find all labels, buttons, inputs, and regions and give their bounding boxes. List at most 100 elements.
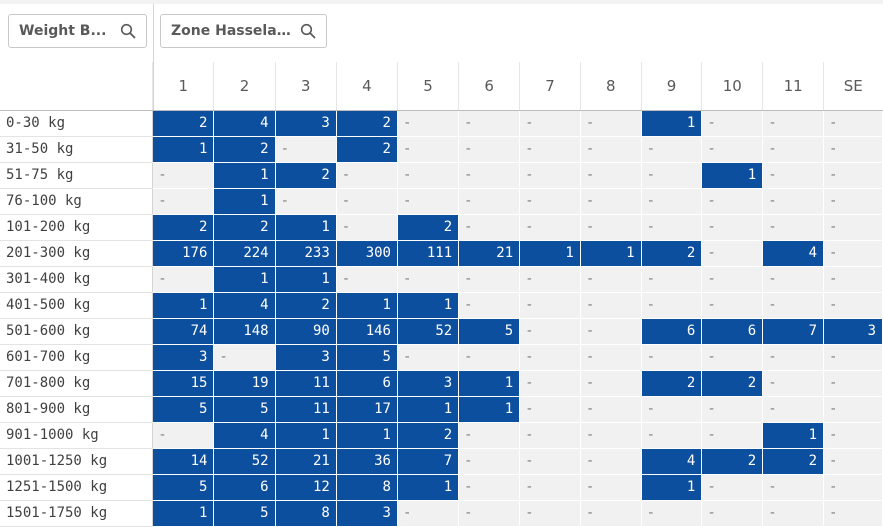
empty-cell[interactable]: - — [579, 135, 642, 163]
empty-cell[interactable]: - — [823, 447, 883, 475]
empty-cell[interactable]: - — [762, 291, 825, 319]
value-cell[interactable]: 1 — [519, 239, 581, 267]
value-cell[interactable]: 2 — [640, 239, 703, 267]
value-cell[interactable]: 233 — [274, 239, 337, 267]
empty-cell[interactable]: - — [640, 343, 703, 371]
empty-cell[interactable]: - — [579, 369, 642, 397]
value-cell[interactable]: 11 — [274, 369, 337, 397]
empty-cell[interactable]: - — [274, 135, 337, 163]
empty-cell[interactable]: - — [519, 187, 581, 215]
column-header[interactable]: SE — [823, 62, 883, 111]
row-label[interactable]: 901-1000 kg — [0, 422, 154, 449]
empty-cell[interactable]: - — [396, 343, 460, 371]
empty-cell[interactable]: - — [396, 161, 460, 189]
empty-cell[interactable]: - — [519, 317, 581, 345]
empty-cell[interactable]: - — [762, 109, 825, 137]
value-cell[interactable]: 2 — [701, 369, 764, 397]
value-cell[interactable]: 1 — [335, 421, 398, 449]
empty-cell[interactable]: - — [458, 291, 521, 319]
value-cell[interactable]: 4 — [640, 447, 703, 475]
empty-cell[interactable]: - — [396, 187, 460, 215]
value-cell[interactable]: 8 — [335, 473, 398, 501]
value-cell[interactable]: 2 — [213, 135, 276, 163]
value-cell[interactable]: 52 — [396, 317, 460, 345]
empty-cell[interactable]: - — [701, 213, 764, 241]
empty-cell[interactable]: - — [701, 499, 764, 527]
row-label[interactable]: 51-75 kg — [0, 162, 154, 189]
value-cell[interactable]: 2 — [152, 213, 215, 241]
value-cell[interactable]: 5 — [152, 473, 215, 501]
empty-cell[interactable]: - — [519, 395, 581, 423]
value-cell[interactable]: 52 — [213, 447, 276, 475]
empty-cell[interactable]: - — [152, 421, 215, 449]
row-label[interactable]: 0-30 kg — [0, 110, 154, 137]
empty-cell[interactable]: - — [519, 473, 581, 501]
empty-cell[interactable]: - — [640, 421, 703, 449]
row-label[interactable]: 401-500 kg — [0, 292, 154, 319]
value-cell[interactable]: 4 — [213, 291, 276, 319]
empty-cell[interactable]: - — [519, 447, 581, 475]
empty-cell[interactable]: - — [823, 369, 883, 397]
empty-cell[interactable]: - — [335, 187, 398, 215]
empty-cell[interactable]: - — [823, 265, 883, 293]
value-cell[interactable]: 1 — [274, 213, 337, 241]
empty-cell[interactable]: - — [579, 499, 642, 527]
empty-cell[interactable]: - — [640, 135, 703, 163]
empty-cell[interactable]: - — [335, 265, 398, 293]
value-cell[interactable]: 2 — [213, 213, 276, 241]
empty-cell[interactable]: - — [701, 343, 764, 371]
row-label[interactable]: 31-50 kg — [0, 136, 154, 163]
column-header[interactable]: 11 — [762, 62, 824, 111]
search-icon[interactable] — [120, 23, 136, 39]
empty-cell[interactable]: - — [762, 135, 825, 163]
row-label[interactable]: 76-100 kg — [0, 188, 154, 215]
weight-bracket-filter[interactable]: Weight B... — [8, 14, 147, 48]
empty-cell[interactable]: - — [458, 499, 521, 527]
value-cell[interactable]: 12 — [274, 473, 337, 501]
value-cell[interactable]: 2 — [396, 421, 460, 449]
value-cell[interactable]: 21 — [274, 447, 337, 475]
value-cell[interactable]: 1 — [640, 109, 703, 137]
column-header[interactable]: 6 — [458, 62, 520, 111]
column-header[interactable]: 10 — [701, 62, 763, 111]
empty-cell[interactable]: - — [579, 291, 642, 319]
search-icon[interactable] — [300, 23, 316, 39]
empty-cell[interactable]: - — [579, 213, 642, 241]
value-cell[interactable]: 17 — [335, 395, 398, 423]
column-header[interactable]: 7 — [519, 62, 581, 111]
value-cell[interactable]: 1 — [640, 473, 703, 501]
value-cell[interactable]: 2 — [640, 369, 703, 397]
empty-cell[interactable]: - — [335, 161, 398, 189]
value-cell[interactable]: 1 — [335, 291, 398, 319]
empty-cell[interactable]: - — [701, 239, 764, 267]
empty-cell[interactable]: - — [823, 395, 883, 423]
row-label[interactable]: 701-800 kg — [0, 370, 154, 397]
empty-cell[interactable]: - — [519, 109, 581, 137]
row-label[interactable]: 501-600 kg — [0, 318, 154, 345]
empty-cell[interactable]: - — [152, 161, 215, 189]
value-cell[interactable]: 5 — [152, 395, 215, 423]
empty-cell[interactable]: - — [823, 109, 883, 137]
value-cell[interactable]: 3 — [823, 317, 883, 345]
value-cell[interactable]: 3 — [396, 369, 460, 397]
empty-cell[interactable]: - — [335, 213, 398, 241]
value-cell[interactable]: 1 — [762, 421, 825, 449]
value-cell[interactable]: 1 — [213, 187, 276, 215]
empty-cell[interactable]: - — [458, 447, 521, 475]
empty-cell[interactable]: - — [762, 395, 825, 423]
empty-cell[interactable]: - — [701, 265, 764, 293]
empty-cell[interactable]: - — [579, 109, 642, 137]
empty-cell[interactable]: - — [640, 161, 703, 189]
empty-cell[interactable]: - — [458, 265, 521, 293]
empty-cell[interactable]: - — [519, 499, 581, 527]
empty-cell[interactable]: - — [519, 291, 581, 319]
row-label[interactable]: 1501-1750 kg — [0, 500, 154, 527]
value-cell[interactable]: 1 — [579, 239, 642, 267]
row-label[interactable]: 101-200 kg — [0, 214, 154, 241]
value-cell[interactable]: 3 — [274, 109, 337, 137]
empty-cell[interactable]: - — [152, 187, 215, 215]
empty-cell[interactable]: - — [519, 343, 581, 371]
column-header[interactable]: 5 — [396, 62, 459, 111]
empty-cell[interactable]: - — [579, 343, 642, 371]
empty-cell[interactable]: - — [701, 135, 764, 163]
